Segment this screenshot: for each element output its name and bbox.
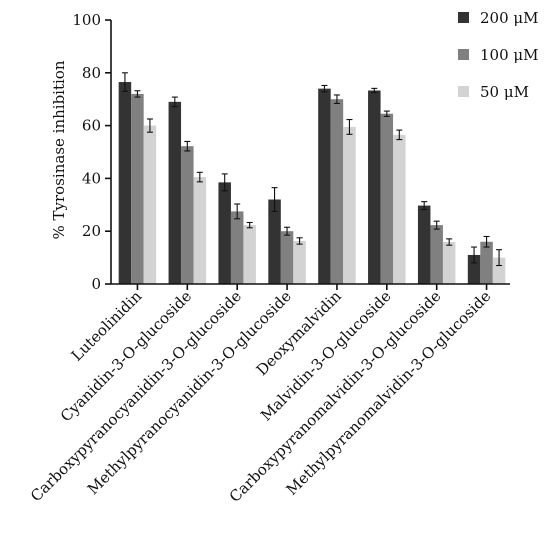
bar bbox=[380, 113, 394, 284]
y-tick-label: 60 bbox=[82, 117, 101, 135]
legend-label: 50 μM bbox=[480, 83, 529, 101]
y-axis-title: % Tyrosinase inhibition bbox=[50, 60, 68, 239]
bar bbox=[168, 101, 182, 284]
x-axis: LuteolinidinCyanidin-3-O-glucosideCarbox… bbox=[27, 283, 510, 506]
bar bbox=[417, 205, 431, 284]
y-tick-label: 100 bbox=[72, 11, 101, 29]
bar bbox=[181, 146, 194, 284]
legend-item: 200 μM bbox=[458, 9, 539, 27]
bar bbox=[218, 182, 231, 284]
bar bbox=[243, 225, 256, 284]
x-tick-label: Carboxypyranocyanidin-3-O-glucoside bbox=[27, 287, 245, 505]
bar bbox=[230, 211, 244, 284]
bar bbox=[480, 241, 493, 284]
legend-swatch bbox=[458, 86, 469, 97]
bar bbox=[393, 134, 406, 284]
plot-area bbox=[118, 72, 506, 284]
bar bbox=[368, 90, 381, 284]
legend-item: 100 μM bbox=[458, 46, 539, 64]
legend: 200 μM 100 μM 50 μM bbox=[458, 9, 539, 101]
legend-swatch bbox=[458, 12, 469, 23]
legend-label: 200 μM bbox=[480, 9, 539, 27]
bar bbox=[118, 82, 132, 284]
category-group bbox=[218, 173, 256, 284]
bar bbox=[143, 125, 157, 284]
category-group bbox=[318, 84, 356, 284]
bar bbox=[268, 199, 281, 284]
bar bbox=[280, 231, 294, 284]
bar bbox=[131, 93, 144, 284]
legend-label: 100 μM bbox=[480, 46, 539, 64]
bar bbox=[442, 242, 456, 284]
bar bbox=[343, 126, 356, 284]
category-group bbox=[467, 235, 506, 284]
category-group bbox=[268, 187, 306, 284]
category-group bbox=[417, 201, 456, 284]
bar bbox=[467, 254, 481, 284]
y-tick-label: 20 bbox=[82, 222, 101, 240]
legend-item: 50 μM bbox=[458, 83, 529, 101]
x-tick-label: Deoxymalvidin bbox=[253, 287, 345, 379]
bar bbox=[318, 88, 331, 284]
bar bbox=[430, 225, 443, 284]
category-group bbox=[168, 96, 207, 284]
bar bbox=[293, 240, 306, 284]
y-axis: 0 20 40 60 80 100 bbox=[72, 11, 112, 293]
bar bbox=[492, 257, 506, 284]
category-group bbox=[368, 87, 406, 284]
category-group bbox=[118, 72, 157, 284]
legend-swatch bbox=[458, 49, 469, 60]
y-tick-label: 40 bbox=[82, 169, 101, 187]
y-tick-label: 80 bbox=[82, 64, 101, 82]
bar bbox=[330, 99, 344, 284]
bar bbox=[193, 177, 207, 284]
y-tick-label: 0 bbox=[91, 275, 101, 293]
